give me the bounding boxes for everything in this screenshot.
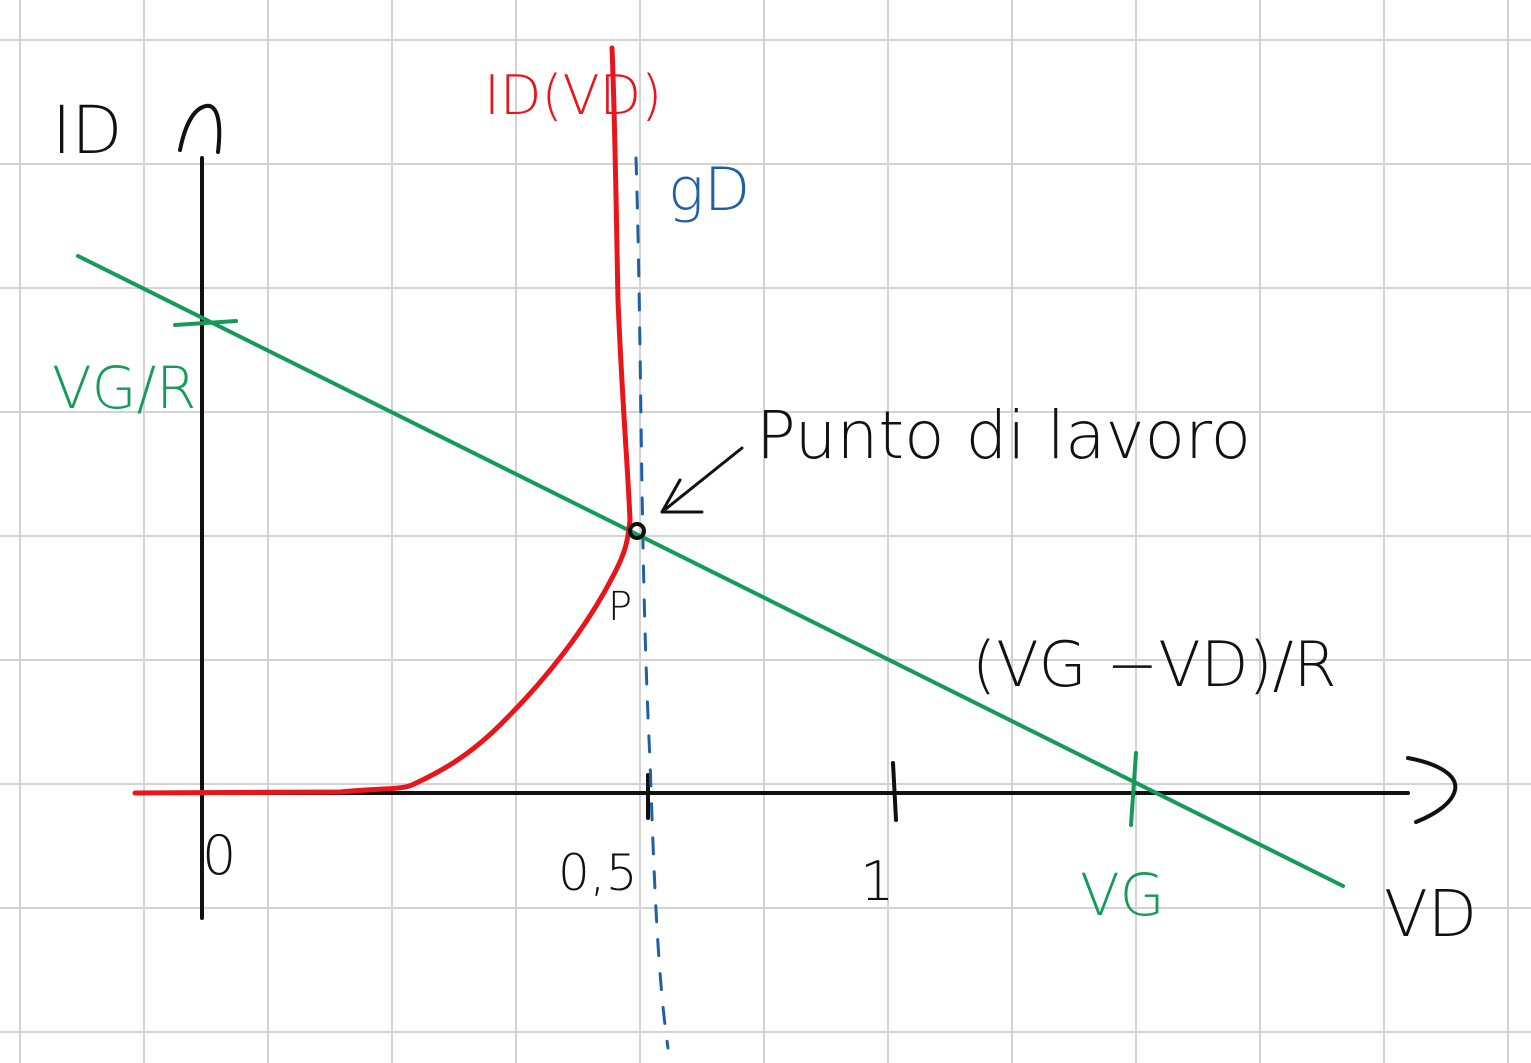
x-axis-arrow-icon [1406,756,1458,824]
load-line-y-intercept-tick [173,319,238,327]
tick-vg-mark [1129,751,1138,827]
x-axis-label: VD [1384,878,1477,952]
diode-curve-label: ID(VD) [484,64,662,127]
operating-point-marker [628,522,646,540]
origin-label: 0 [202,824,236,887]
axes [133,103,1458,920]
operating-point-symbol: P [608,584,632,630]
y-axis-arrow-icon [178,103,222,154]
intercept-y-label: VG/R [52,354,196,422]
operating-point-label: Punto di lavoro [756,397,1251,474]
tick-half-label: 0,5 [558,844,638,902]
operating-point-arrow-icon [660,446,744,514]
diode-curve [132,45,633,796]
operating-point-group [628,446,744,540]
tick-one-mark [891,761,898,822]
tick-vg-label: VG [1080,861,1165,929]
threshold-label: gD [668,155,750,225]
threshold-line [634,156,670,1050]
load-line-group [76,254,1345,888]
load-line-equation: (VG −VD)/R [972,628,1337,701]
y-axis-label: ID [52,92,122,169]
tick-one-label: 1 [860,850,894,913]
